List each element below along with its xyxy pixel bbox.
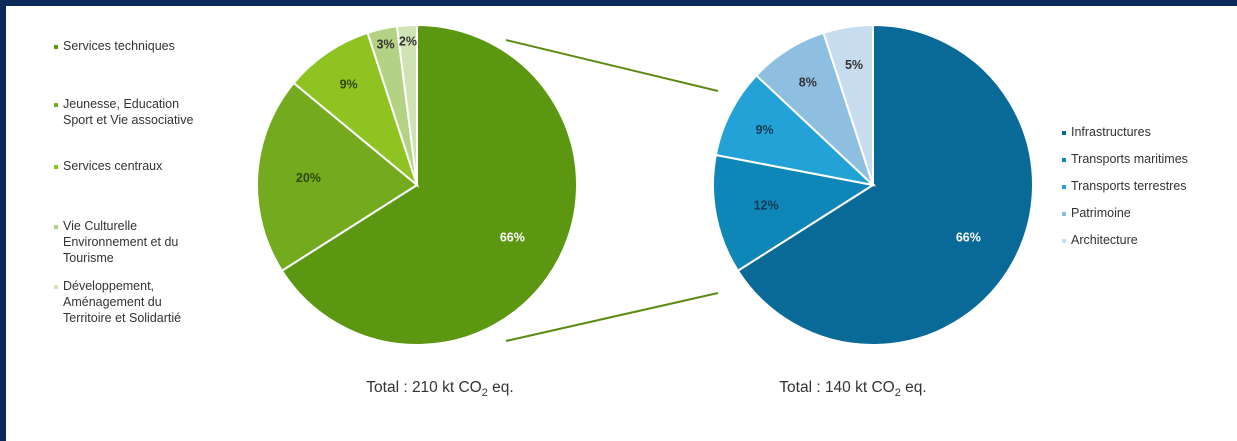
slice-label-1-4: 5% (845, 58, 863, 72)
legend-left-item-2: Services centraux (63, 159, 163, 173)
legend-left-item-4: Développement, Aménagement du Territoire e… (63, 279, 181, 325)
pie-slice-1-0 (736, 23, 1034, 346)
slice-label-0-0: 66% (500, 230, 525, 244)
total-left: Total : 210 kt CO2 eq. (366, 379, 513, 399)
connector-lines (505, 39, 719, 342)
slice-label-1-0: 66% (956, 230, 981, 244)
slice-label-0-3: 3% (377, 37, 395, 51)
pie-slice-1-1 (712, 153, 876, 273)
legend-right-marker-4 (1062, 239, 1066, 243)
legend-right-item-0: Infrastructures (1071, 125, 1151, 139)
total-right: Total : 140 kt CO2 eq. (779, 379, 926, 399)
legend-right-item-1: Transports maritimes (1071, 152, 1188, 166)
pie-slice-1-2 (714, 74, 877, 187)
slice-label-0-4: 2% (399, 34, 417, 48)
legend-right-item-3: Patrimoine (1071, 206, 1131, 220)
legend-right-marker-1 (1062, 158, 1066, 162)
connector-line-top (505, 39, 719, 92)
legend-right-item-2: Transports terrestres (1071, 179, 1187, 193)
slice-label-1-1: 12% (754, 198, 779, 212)
legend-left-marker-2 (54, 165, 58, 169)
legend-left-marker-1 (54, 103, 58, 107)
legend-right-item-4: Architecture (1071, 233, 1138, 247)
legend-right-marker-2 (1062, 185, 1066, 189)
legend-left-marker-3 (54, 225, 58, 229)
frame-top-border (0, 0, 1237, 6)
slice-label-1-2: 9% (756, 123, 774, 137)
legend-left-item-3: Vie Culturelle Environnement et du Tourism… (63, 219, 178, 265)
legend-left: Services techniques Jeunesse, Education Sp… (54, 39, 193, 325)
slice-label-0-1: 20% (296, 171, 321, 185)
legend-right: Infrastructures Transports maritimes Trans… (1062, 125, 1188, 247)
pie-left: 66% 20% 9% 3% 2% (256, 23, 578, 346)
legend-left-item-0: Services techniques (63, 39, 175, 53)
legend-right-marker-0 (1062, 131, 1066, 135)
pie-slice-0-1 (256, 81, 419, 273)
legend-left-marker-4 (54, 285, 58, 289)
pie-slice-0-2 (292, 31, 420, 188)
pie-right: 66% 12% 9% 8% 5% (712, 23, 1034, 346)
legend-left-item-1: Jeunesse, Education Sport et Vie associat… (63, 97, 193, 127)
pie-slice-0-0 (280, 23, 578, 346)
connector-line-bottom (505, 292, 719, 342)
legend-left-marker-0 (54, 45, 58, 49)
frame-left-border (0, 0, 6, 441)
pie-slice-0-4 (395, 23, 418, 186)
pie-slice-1-4 (822, 23, 874, 186)
slice-label-0-2: 9% (340, 77, 358, 91)
legend-right-marker-3 (1062, 212, 1066, 216)
slice-label-1-3: 8% (799, 75, 817, 89)
